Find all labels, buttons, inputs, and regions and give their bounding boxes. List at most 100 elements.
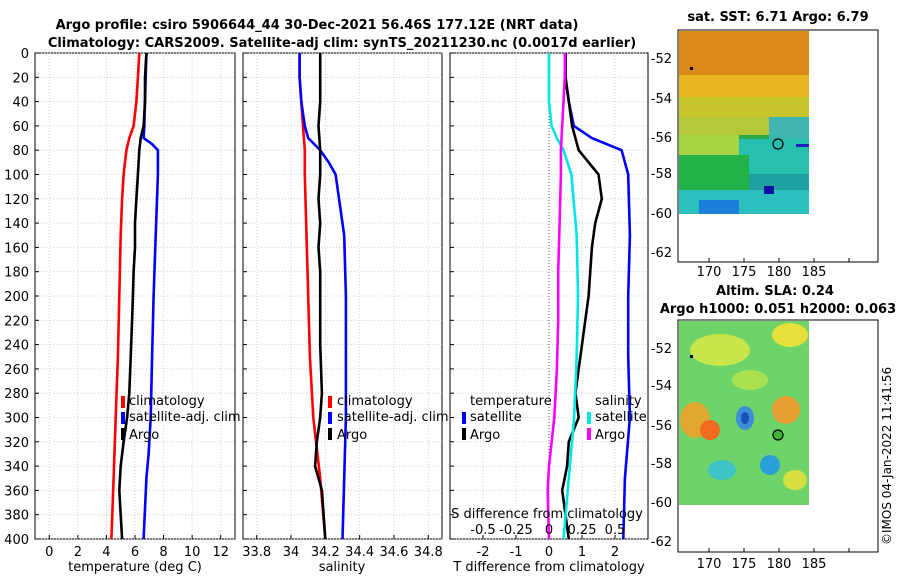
sst-xtick-170: 170 — [697, 265, 722, 280]
s-tick-025: 0.25 — [568, 523, 597, 538]
depth-tick-label-1: 20 — [12, 71, 29, 86]
legend-label-satellite: satellite-adj. clim — [129, 410, 241, 425]
s-tick-m025: -0.25 — [499, 523, 533, 538]
sst-argo-location-marker — [772, 138, 784, 150]
depth-tick-label-5: 100 — [4, 169, 29, 184]
legend-swatch-satellite — [328, 412, 332, 424]
salinity-xtick-label-4: 34.6 — [379, 545, 408, 560]
legend-swatch-s-argo — [587, 428, 591, 440]
sla-map-axis-ticks — [708, 548, 850, 552]
legend-swatch-climatology — [121, 396, 125, 408]
salinity-tick-labels: 33.8 34 34.2 34.4 34.6 34.8 — [242, 545, 443, 560]
legend-label-climatology: climatology — [337, 394, 413, 409]
sla-map-title-line1: Altim. SLA: 0.24 — [716, 284, 834, 299]
sst-xtick-180: 180 — [767, 265, 792, 280]
legend-swatch-s-satellite — [587, 412, 591, 424]
depth-tick-label-13: 260 — [4, 363, 29, 378]
temperature-xtick-label-2: 4 — [102, 545, 110, 560]
salinity-series — [298, 53, 348, 540]
temperature-xtick-label-0: 0 — [45, 545, 53, 560]
temperature-xtick-label-3: 6 — [131, 545, 139, 560]
salinity-profile-panel: 33.8 34 34.2 34.4 34.6 34.8 salinity climatol… — [242, 52, 449, 575]
sst-ytick-52: -52 — [651, 52, 672, 67]
temperature-series-argo — [118, 52, 148, 540]
legend-title-salinity: salinity — [595, 394, 642, 409]
s-tick-m050: -0.5 — [470, 523, 495, 538]
salinity-xtick-label-0: 33.8 — [242, 545, 271, 560]
depth-tick-label-7: 140 — [4, 217, 29, 232]
depth-tick-label-17: 340 — [4, 460, 29, 475]
sla-xtick-185: 185 — [802, 557, 827, 572]
difference-series — [546, 53, 632, 540]
sst-ytick-56: -56 — [651, 131, 672, 146]
temperature-series-climatology — [110, 52, 141, 540]
legend-label-climatology: climatology — [129, 394, 205, 409]
t-difference-xtick-label-0: -2 — [477, 545, 490, 560]
temperature-xtick-label-4: 8 — [159, 545, 167, 560]
depth-tick-label-3: 60 — [12, 120, 29, 135]
t-difference-xtick-label-1: -1 — [510, 545, 523, 560]
salinity-xtick-label-2: 34.2 — [311, 545, 340, 560]
sla-ytick-58: -58 — [651, 457, 672, 472]
sla-map-image — [679, 321, 809, 505]
sla-xtick-170: 170 — [697, 557, 722, 572]
legend-swatch-t-argo — [462, 428, 466, 440]
depth-tick-label-19: 380 — [4, 509, 29, 524]
sst-ytick-60: -60 — [651, 207, 672, 222]
temperature-profile-panel: 0204060801001201401601802002202402602803… — [4, 47, 240, 575]
depth-tick-label-14: 280 — [4, 387, 29, 402]
temperature-tick-labels: 0 2 4 6 8 10 12 — [45, 545, 229, 560]
t-difference-series-temperature-argo — [560, 53, 604, 540]
sla-xtick-180: 180 — [767, 557, 792, 572]
t-difference-series-salinity-argo — [546, 53, 567, 540]
s-difference-axis-label: S difference from climatology — [451, 507, 643, 522]
sst-map-axis-ticks — [708, 258, 850, 262]
legend-swatch-t-satellite — [462, 412, 466, 424]
sla-ytick-52: -52 — [651, 342, 672, 357]
temperature-xtick-label-1: 2 — [74, 545, 82, 560]
depth-tick-label-0: 0 — [21, 47, 29, 62]
salinity-xtick-label-3: 34.4 — [345, 545, 374, 560]
depth-tick-label-11: 220 — [4, 314, 29, 329]
temperature-series — [110, 52, 160, 540]
depth-tick-label-16: 320 — [4, 436, 29, 451]
salinity-diff-legend: salinity satellite Argo — [587, 394, 647, 443]
sst-ytick-54: -54 — [651, 92, 672, 107]
imos-watermark: ©IMOS 04-Jan-2022 11:41:56 — [880, 367, 894, 545]
legend-title-temperature: temperature — [470, 394, 552, 409]
sla-ytick-54: -54 — [651, 379, 672, 394]
temperature-diff-legend: temperature satellite Argo — [462, 394, 552, 443]
salinity-series-argo — [313, 53, 327, 540]
salinity-series-satellite-adj-clim — [298, 53, 348, 540]
t-difference-xtick-label-2: 0 — [545, 545, 553, 560]
s-tick-050: 0.5 — [605, 523, 626, 538]
legend-label-s-argo: Argo — [595, 428, 625, 443]
depth-tick-label-6: 120 — [4, 193, 29, 208]
sla-map-title-line2: Argo h1000: 0.051 h2000: 0.063 — [660, 302, 896, 317]
depth-tick-label-8: 160 — [4, 241, 29, 256]
legend-label-t-satellite: satellite — [470, 410, 522, 425]
legend-swatch-climatology — [328, 396, 332, 408]
sst-map-title: sat. SST: 6.71 Argo: 6.79 — [687, 10, 868, 25]
s-tick-0: 0 — [545, 523, 553, 538]
temperature-xtick-label-5: 10 — [184, 545, 201, 560]
sst-xtick-175: 175 — [732, 265, 757, 280]
sst-ytick-58: -58 — [651, 167, 672, 182]
sst-ytick-62: -62 — [651, 246, 672, 261]
t-difference-tick-labels: -2 -1 0 1 2 — [477, 545, 620, 560]
sst-map-panel: sat. SST: 6.71 Argo: 6.79 — [651, 10, 879, 280]
temperature-xtick-label-6: 12 — [212, 545, 229, 560]
legend-label-satellite: satellite-adj. clim — [337, 410, 449, 425]
depth-tick-label-20: 400 — [4, 533, 29, 548]
legend-label-argo: Argo — [337, 428, 367, 443]
depth-tick-label-2: 40 — [12, 96, 29, 111]
salinity-axis-label: salinity — [319, 560, 366, 575]
figure-title-line2: Climatology: CARS2009. Satellite-adj cli… — [48, 36, 636, 51]
t-difference-xtick-label-3: 1 — [578, 545, 586, 560]
temperature-axis-label: temperature (deg C) — [68, 560, 202, 575]
legend-swatch-satellite — [121, 412, 125, 424]
sla-ytick-62: -62 — [651, 535, 672, 550]
sla-ytick-60: -60 — [651, 496, 672, 511]
sla-ytick-56: -56 — [651, 419, 672, 434]
